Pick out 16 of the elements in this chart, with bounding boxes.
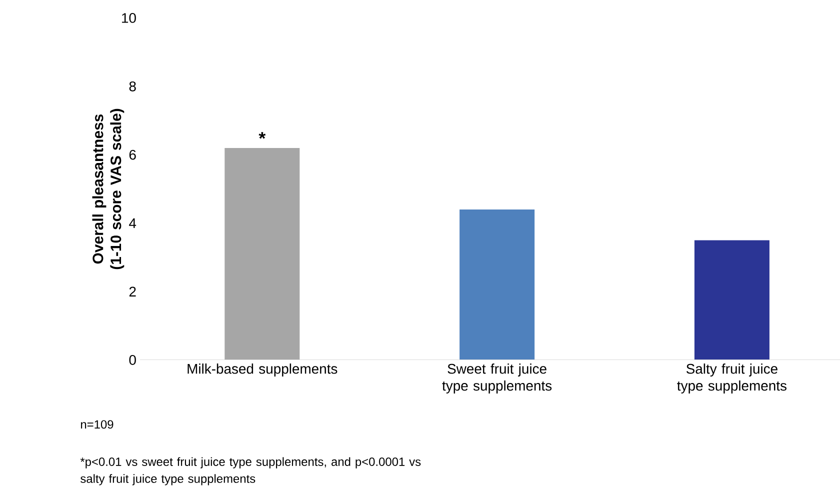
bar: [694, 240, 770, 360]
y-tick-label: 6: [129, 150, 136, 160]
y-tick-label: 4: [129, 218, 136, 228]
y-axis-title: Overall pleasantness (1-10 score VAS scale): [92, 108, 124, 270]
bar: [224, 148, 300, 360]
y-tick-label: 0: [129, 355, 136, 365]
x-tick-label: Salty fruit juice type supplements: [677, 364, 786, 394]
y-tick-label: 10: [122, 13, 136, 23]
text: *p<0.01 vs sweet fruit juice type supplements, and p<0.0001 vs salty fruit juice type supplements: [80, 457, 421, 486]
x-tick-label: Milk-based supplements: [188, 364, 338, 377]
y-tick-label: 2: [129, 286, 136, 296]
x-tick-label: Sweet fruit juice type supplements: [442, 364, 552, 394]
annotation: *: [258, 132, 266, 139]
text: n=109: [80, 420, 114, 429]
bar: [460, 210, 535, 360]
y-tick-label: 8: [129, 81, 136, 92]
